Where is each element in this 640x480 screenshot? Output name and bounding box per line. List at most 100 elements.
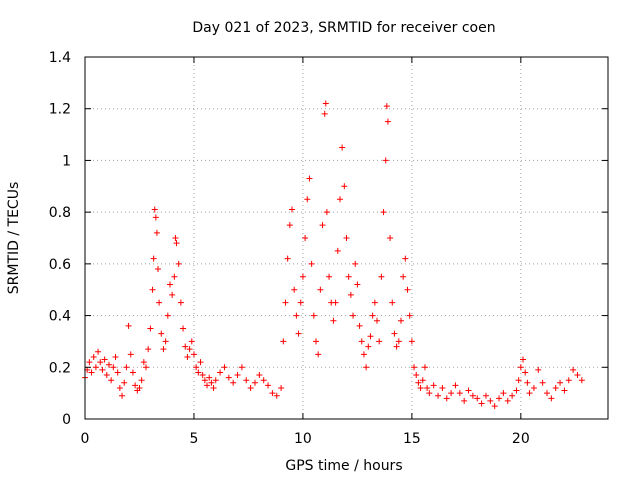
data-point [515, 377, 522, 384]
y-tick-label: 1 [62, 153, 71, 169]
data-point [354, 281, 361, 288]
data-point [517, 364, 524, 371]
data-point [448, 390, 455, 397]
data-point [411, 364, 418, 371]
data-point [105, 361, 112, 368]
data-point [339, 144, 346, 151]
data-point [173, 240, 180, 247]
data-point [419, 377, 426, 384]
data-point [413, 372, 420, 379]
data-point [397, 317, 404, 324]
data-point [469, 392, 476, 399]
data-point [147, 325, 154, 332]
data-point [123, 364, 130, 371]
axis-ticks [84, 56, 608, 420]
data-point [456, 390, 463, 397]
data-point [350, 312, 357, 319]
data-point [92, 364, 99, 371]
data-point [345, 273, 352, 280]
data-point [452, 382, 459, 389]
data-point [282, 299, 289, 306]
data-point [101, 356, 108, 363]
data-point [138, 377, 145, 384]
data-point [326, 273, 333, 280]
data-point [201, 377, 208, 384]
y-tick-label: 0.6 [49, 257, 71, 273]
data-point [221, 364, 228, 371]
data-point [383, 103, 390, 110]
data-point [286, 222, 293, 229]
data-point [188, 338, 195, 345]
data-point [491, 403, 498, 410]
data-point [319, 222, 326, 229]
data-point [230, 379, 237, 386]
data-point [548, 395, 555, 402]
data-point [363, 364, 370, 371]
data-point [171, 273, 178, 280]
data-point [129, 369, 136, 376]
data-point [162, 338, 169, 345]
data-point [299, 273, 306, 280]
data-point [284, 255, 291, 262]
data-point [150, 255, 157, 262]
data-point [88, 369, 95, 376]
data-point [526, 390, 533, 397]
data-point [278, 384, 285, 391]
data-point [391, 330, 398, 337]
data-point [217, 369, 224, 376]
data-point [243, 377, 250, 384]
data-point [332, 299, 339, 306]
data-point [543, 390, 550, 397]
data-point [352, 260, 359, 267]
data-point [265, 382, 272, 389]
x-tick-label: 5 [189, 431, 198, 447]
data-point [289, 206, 296, 213]
data-point [570, 366, 577, 373]
data-point [140, 359, 147, 366]
tick-labels: 0 5 10 15 20 0 0.2 0.4 0.6 0.8 1 1.2 1.4 [49, 50, 530, 447]
data-point [387, 235, 394, 241]
data-point [317, 286, 324, 293]
data-point [430, 382, 437, 389]
data-point [417, 384, 424, 391]
data-point [574, 372, 581, 379]
data-point [156, 299, 163, 306]
data-point [500, 390, 507, 397]
data-point [251, 379, 258, 386]
y-tick-label: 0.8 [49, 205, 71, 221]
data-point [557, 379, 564, 386]
data-point [358, 338, 365, 345]
data-point [341, 183, 348, 190]
data-point [132, 382, 139, 389]
data-point [190, 351, 197, 358]
data-point [247, 384, 254, 391]
y-tick-label: 1.4 [49, 50, 71, 66]
data-point [195, 369, 202, 376]
data-point [304, 196, 311, 203]
data-point [164, 312, 171, 319]
data-point [360, 351, 367, 358]
y-tick-label: 0 [62, 412, 71, 428]
data-point [295, 330, 302, 337]
data-point [520, 356, 527, 363]
data-point [297, 299, 304, 306]
y-tick-label: 0.4 [49, 309, 71, 325]
x-tick-label: 20 [512, 431, 530, 447]
data-point [110, 364, 117, 371]
data-point [343, 235, 350, 241]
data-point [97, 359, 104, 366]
data-point [382, 157, 389, 164]
data-point [374, 317, 381, 324]
data-point [145, 346, 152, 353]
x-tick-label: 0 [81, 431, 90, 447]
data-point [193, 364, 200, 371]
data-point [114, 369, 121, 376]
data-point [334, 247, 341, 254]
data-point [95, 348, 102, 355]
data-point [306, 175, 313, 182]
data-point [552, 384, 559, 391]
data-point [496, 395, 503, 402]
data-point [197, 359, 204, 366]
data-point [439, 384, 446, 391]
